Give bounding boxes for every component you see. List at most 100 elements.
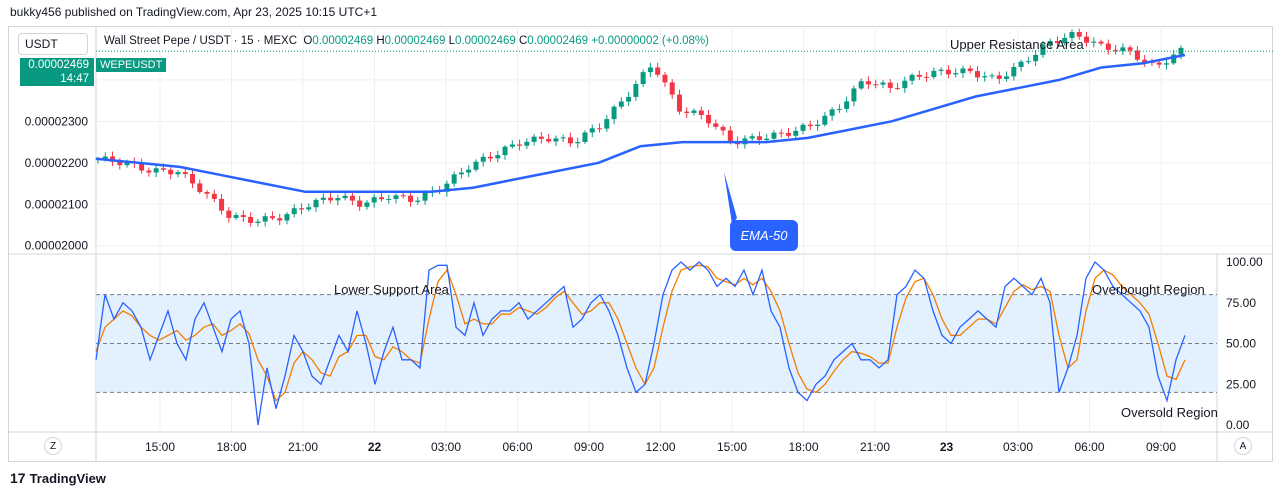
candle-body [967, 68, 973, 72]
symbol-legend: Wall Street Pepe / USDT · 15 · MEXC O0.0… [104, 35, 709, 47]
legend-high-value: 0.00002469 [384, 35, 446, 47]
candle-body [713, 123, 719, 127]
candle-body [698, 110, 704, 115]
candle-body [1113, 49, 1119, 52]
candle-body [1091, 41, 1097, 43]
ema-callout-box[interactable] [730, 220, 798, 251]
candle-body [517, 144, 523, 146]
last-price-tag: 0.00002469 14:47 [20, 58, 94, 86]
candle-body [444, 183, 450, 192]
time-axis: 15:00 18:00 21:00 22 03:00 06:00 09:00 12:00 15:… [145, 440, 1176, 454]
tradingview-logo[interactable]: 17 TradingView [10, 470, 106, 486]
ema-50-line [95, 53, 1186, 194]
bar-countdown: 14:47 [60, 73, 89, 85]
overbought-label: Overbought Region [1092, 282, 1205, 297]
scale-currency-button[interactable]: USDT [18, 33, 88, 55]
zoom-button[interactable]: Z [44, 437, 62, 455]
candle-body [1156, 62, 1162, 65]
price-tick-label: 0.00002300 [25, 114, 89, 128]
stoch-band [96, 294, 1217, 393]
candle-body [1120, 47, 1126, 52]
price-axis: 0.00002000 0.00002100 0.00002200 0.00002300… [25, 73, 89, 253]
candle-body [255, 221, 261, 223]
candle-body [749, 136, 755, 139]
candle-body [328, 197, 334, 201]
stoch-d-line [95, 264, 1186, 402]
tradingview-logo-icon: 17 [10, 470, 26, 486]
time-tick-label: 15:00 [717, 440, 747, 454]
candle-body [1054, 41, 1060, 44]
symbol-tag: WEPEUSDT [96, 58, 167, 72]
candle-body [451, 174, 457, 184]
legend-low-key: L [448, 35, 456, 47]
time-tick-label: 21:00 [288, 440, 318, 454]
ema-callout-pointer [724, 172, 737, 224]
time-tick-label: 21:00 [860, 440, 890, 454]
stoch-tick-label: 75.00 [1226, 296, 1256, 310]
stoch-tick-label: 25.00 [1226, 377, 1256, 391]
candle-body [102, 156, 108, 159]
candle-body [299, 208, 305, 210]
candle-body [655, 67, 661, 75]
candle-body [720, 126, 726, 131]
auto-scale-button[interactable]: A [1234, 437, 1252, 455]
candle-body [182, 172, 188, 175]
candle-body [277, 218, 283, 221]
candle-body [611, 106, 617, 120]
candle-body [226, 210, 232, 218]
candle-body [844, 101, 850, 109]
candle-body [931, 70, 937, 77]
candle-body [575, 141, 581, 144]
candle-body [248, 217, 254, 223]
candle-body [284, 214, 290, 221]
chart-frame [8, 26, 1273, 462]
stoch-lines [95, 260, 1186, 426]
candle-body [219, 198, 225, 211]
stoch-k-line [95, 260, 1186, 426]
candle-body [240, 215, 246, 218]
candle-body [916, 74, 922, 77]
candle-body [1047, 41, 1053, 45]
candle-body [865, 81, 871, 85]
candle-body [1011, 66, 1017, 77]
candle-body [531, 136, 537, 142]
candle-body [640, 72, 646, 85]
oversold-label: Oversold Region [1121, 405, 1218, 420]
candle-body [160, 168, 166, 170]
candle-body [560, 137, 566, 139]
candle-body [953, 73, 959, 75]
candle-body [393, 195, 399, 199]
candle-body [349, 195, 355, 201]
legend-symbol[interactable]: Wall Street Pepe / USDT · 15 · MEXC [104, 35, 298, 47]
legend-close-value: 0.00002469 [527, 35, 589, 47]
upper-resistance-label: Upper Resistance Area [950, 37, 1084, 52]
candle-body [778, 132, 784, 134]
candle-body [1105, 43, 1111, 50]
ema-line [95, 53, 1186, 194]
candle-body [618, 101, 624, 107]
candle-body [371, 197, 377, 203]
time-tick-label: 15:00 [145, 440, 175, 454]
last-price-value: 0.00002469 [28, 59, 89, 71]
candle-body [873, 84, 879, 86]
candle-body [168, 169, 174, 175]
time-tick-label: 09:00 [574, 440, 604, 454]
tradingview-logo-text: TradingView [29, 470, 106, 486]
candle-body [604, 119, 610, 129]
time-tick-label: 06:00 [1074, 440, 1104, 454]
candle-body [1127, 47, 1133, 51]
candle-body [764, 138, 770, 141]
time-tick-label: 18:00 [788, 440, 818, 454]
candle-body [538, 136, 544, 139]
candle-body [124, 161, 130, 166]
candle-body [684, 111, 690, 113]
candle-body [408, 195, 414, 202]
legend-open-value: 0.00002469 [312, 35, 374, 47]
candle-body [342, 195, 348, 199]
candle-body [211, 193, 217, 199]
candle-body [836, 108, 842, 110]
candle-body [996, 75, 1002, 79]
candle-body [1018, 61, 1024, 67]
candle-body [400, 195, 406, 197]
